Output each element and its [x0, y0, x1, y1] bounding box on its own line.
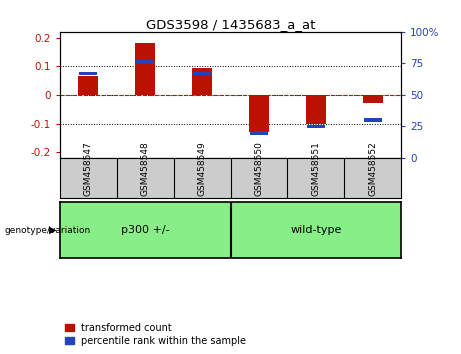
Text: GSM458550: GSM458550 [254, 141, 263, 196]
Bar [363, 95, 383, 103]
Bar [250, 131, 268, 135]
Bar [135, 43, 155, 95]
Legend: transformed count, percentile rank within the sample: transformed count, percentile rank withi… [65, 323, 246, 346]
Text: GSM458549: GSM458549 [198, 142, 207, 196]
Bar [307, 125, 325, 128]
Bar [249, 95, 269, 132]
Bar [193, 72, 211, 75]
Bar [136, 60, 154, 64]
Text: GSM458547: GSM458547 [84, 142, 93, 196]
Title: GDS3598 / 1435683_a_at: GDS3598 / 1435683_a_at [146, 18, 315, 31]
Text: wild-type: wild-type [290, 225, 342, 235]
Text: p300 +/-: p300 +/- [121, 225, 170, 235]
Text: genotype/variation: genotype/variation [5, 225, 91, 235]
Text: GSM458552: GSM458552 [368, 142, 377, 196]
Bar [306, 95, 326, 124]
Text: GSM458548: GSM458548 [141, 142, 150, 196]
Bar [78, 76, 98, 95]
Text: ▶: ▶ [49, 225, 57, 235]
Bar [364, 118, 382, 122]
Bar [79, 72, 97, 75]
Text: GSM458551: GSM458551 [311, 141, 320, 196]
Bar [192, 68, 212, 95]
